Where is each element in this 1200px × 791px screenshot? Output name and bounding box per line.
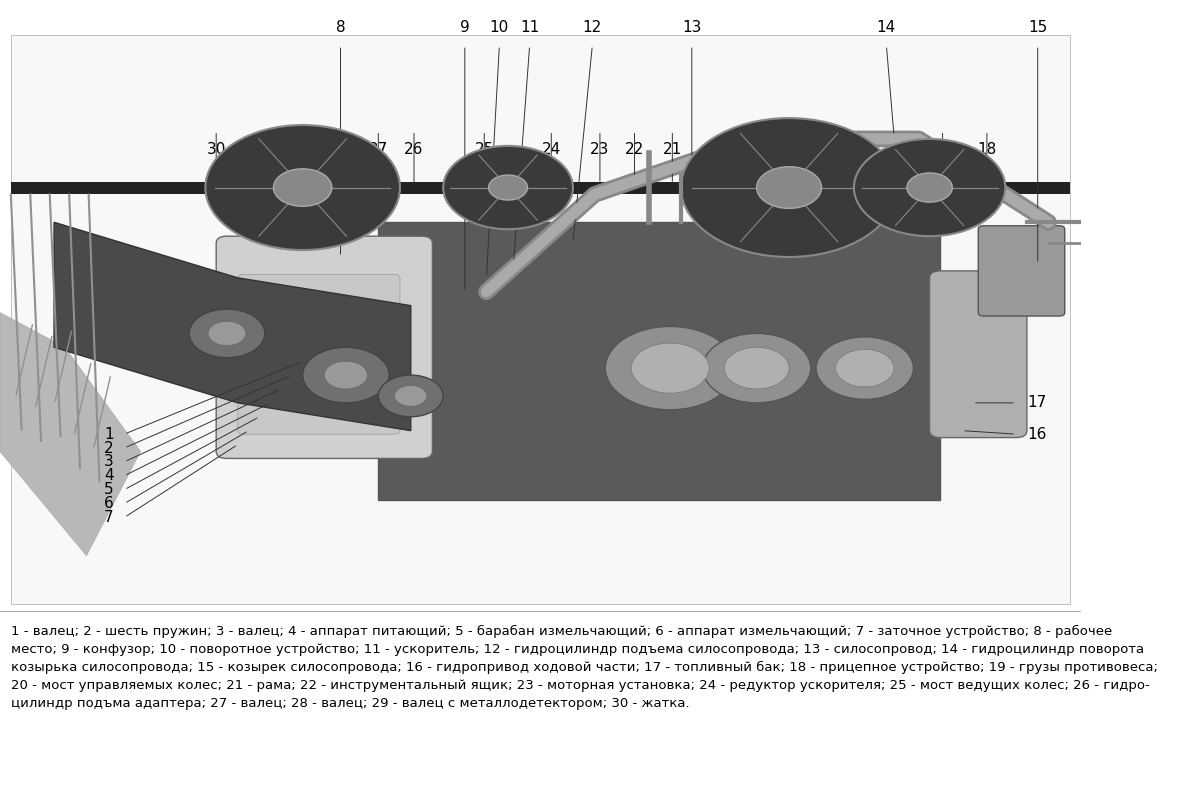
Text: 23: 23 [590, 142, 610, 157]
Circle shape [631, 343, 709, 393]
Circle shape [190, 309, 265, 358]
Polygon shape [54, 222, 410, 430]
Text: 1: 1 [104, 426, 114, 441]
Text: 24: 24 [541, 142, 560, 157]
Circle shape [205, 125, 400, 250]
Text: 8: 8 [336, 20, 346, 35]
FancyBboxPatch shape [378, 222, 941, 500]
Circle shape [816, 337, 913, 399]
Text: 4: 4 [104, 468, 114, 483]
Text: 10: 10 [490, 20, 509, 35]
FancyBboxPatch shape [930, 271, 1027, 437]
Text: 16: 16 [1027, 426, 1046, 441]
FancyBboxPatch shape [216, 237, 432, 459]
Text: 15: 15 [1028, 20, 1048, 35]
Text: 12: 12 [583, 20, 602, 35]
Text: 3: 3 [103, 454, 114, 469]
Text: 7: 7 [104, 510, 114, 525]
Text: 19: 19 [932, 142, 953, 157]
Text: 9: 9 [460, 20, 469, 35]
Circle shape [443, 146, 572, 229]
Text: 27: 27 [368, 142, 388, 157]
Circle shape [854, 139, 1006, 237]
FancyBboxPatch shape [238, 274, 400, 434]
Circle shape [725, 347, 790, 389]
Circle shape [680, 118, 898, 257]
Text: 26: 26 [404, 142, 424, 157]
Text: 6: 6 [103, 496, 114, 511]
Circle shape [757, 167, 822, 208]
Circle shape [274, 168, 332, 206]
Text: 20: 20 [823, 142, 842, 157]
Circle shape [703, 333, 811, 403]
FancyBboxPatch shape [252, 305, 354, 404]
Text: 11: 11 [520, 20, 539, 35]
Text: 13: 13 [682, 20, 702, 35]
Circle shape [395, 385, 427, 407]
Text: 25: 25 [475, 142, 494, 157]
Text: 2: 2 [104, 441, 114, 456]
Text: 21: 21 [662, 142, 682, 157]
FancyBboxPatch shape [978, 225, 1064, 316]
Circle shape [488, 175, 528, 200]
FancyBboxPatch shape [11, 35, 1070, 604]
Circle shape [324, 361, 367, 389]
Text: 17: 17 [1027, 396, 1046, 411]
Text: 22: 22 [625, 142, 644, 157]
Circle shape [605, 327, 736, 410]
Text: 14: 14 [877, 20, 896, 35]
Text: 29: 29 [295, 142, 314, 157]
Text: 30: 30 [206, 142, 226, 157]
Circle shape [907, 173, 953, 202]
Circle shape [378, 375, 443, 417]
Text: 18: 18 [977, 142, 996, 157]
Bar [11, 182, 1070, 195]
Text: 5: 5 [104, 483, 114, 498]
Circle shape [208, 321, 246, 346]
Text: 28: 28 [334, 142, 353, 157]
Circle shape [835, 350, 894, 387]
Polygon shape [0, 312, 140, 555]
Text: 1 - валец; 2 - шесть пружин; 3 - валец; 4 - аппарат питающий; 5 - барабан измель: 1 - валец; 2 - шесть пружин; 3 - валец; … [11, 625, 1158, 710]
Circle shape [302, 347, 389, 403]
